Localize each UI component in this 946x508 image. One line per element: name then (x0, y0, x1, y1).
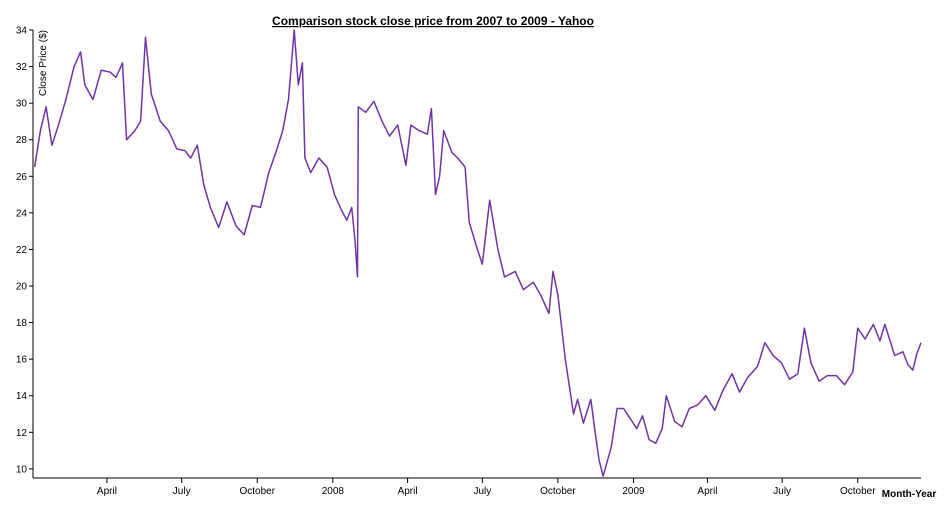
x-tick-label: July (773, 486, 791, 497)
x-tick-label: April (697, 486, 717, 497)
x-tick-label: July (473, 486, 491, 497)
y-tick-label: 12 (16, 428, 28, 439)
x-tick-label: October (840, 486, 876, 497)
x-tick-label: October (540, 486, 576, 497)
y-tick-label: 16 (16, 355, 28, 366)
y-tick-label: 18 (16, 318, 28, 329)
y-tick-label: 14 (16, 391, 28, 402)
y-tick-label: 34 (16, 26, 28, 37)
x-tick-label: 2008 (322, 486, 345, 497)
chart-title: Comparison stock close price from 2007 t… (272, 14, 594, 28)
x-tick-label: July (173, 486, 191, 497)
y-tick-label: 28 (16, 135, 28, 146)
x-tick-label: April (398, 486, 418, 497)
y-tick-label: 20 (16, 282, 28, 293)
x-tick-label: October (239, 486, 275, 497)
y-tick-label: 24 (16, 208, 28, 219)
y-tick-label: 26 (16, 172, 28, 183)
x-tick-label: 2009 (622, 486, 645, 497)
y-tick-label: 32 (16, 62, 28, 73)
x-axis-title: Month-Year (882, 489, 937, 500)
price-line (33, 29, 922, 477)
y-tick-label: 30 (16, 99, 28, 110)
y-tick-label: 22 (16, 245, 28, 256)
y-tick-label: 10 (16, 464, 28, 475)
y-axis-title: Close Price ($) (38, 30, 49, 96)
x-tick-label: April (97, 486, 117, 497)
